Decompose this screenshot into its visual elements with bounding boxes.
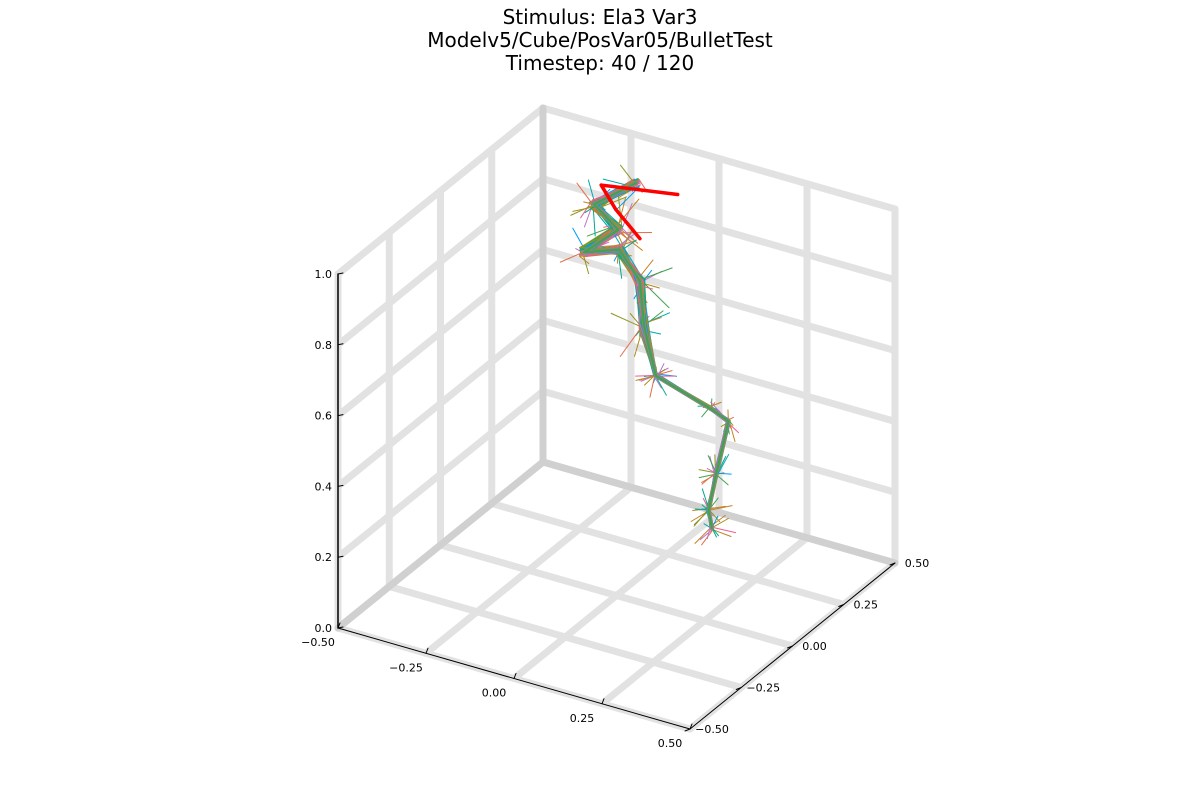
ensemble-whisker [709, 510, 721, 523]
left-gridline-z-4 [334, 175, 547, 349]
z-tick-mark [337, 272, 344, 275]
ensemble-whisker [579, 255, 590, 265]
ensemble-whisker [701, 408, 709, 418]
ensemble-whisker [712, 529, 732, 538]
ensemble-whisker [712, 529, 717, 538]
left-gridline-z-5 [334, 104, 547, 278]
left-gridline-z-1 [334, 387, 547, 561]
ensemble-whisker [713, 517, 729, 528]
z-tick-label: 0.4 [315, 480, 333, 493]
x-tick-label: −0.25 [389, 661, 423, 674]
ensemble-whisker [698, 469, 718, 474]
ensemble-whisker [699, 528, 715, 540]
back-gridline-z-3 [539, 246, 899, 355]
y-tick-mark [735, 687, 742, 690]
ensemble-whisker [576, 182, 593, 204]
ensemble-whisker [592, 207, 596, 237]
grid-layer [334, 104, 899, 733]
ensemble-whisker [618, 229, 628, 239]
ensemble-whisker [702, 498, 709, 509]
ensemble-whisker [610, 312, 645, 329]
y-tick-label: −0.25 [746, 682, 780, 695]
x-tick-label: −0.50 [301, 636, 335, 649]
z-tick-mark [337, 414, 344, 417]
y-tick-mark [684, 728, 691, 732]
x-tick-mark [337, 622, 341, 629]
y-tick-mark [787, 645, 793, 649]
chart-title: Stimulus: Ela3 Var3 Modelv5/Cube/PosVar0… [0, 6, 1200, 75]
y-tick-label: 0.00 [802, 640, 827, 653]
ensemble-whisker [701, 472, 716, 485]
x-tick-label: 0.50 [658, 737, 683, 750]
ensemble-whisker [635, 375, 655, 381]
x-tick-mark [513, 673, 517, 679]
ensemble-whisker [653, 375, 662, 389]
ensemble-whisker [709, 505, 727, 510]
ensemble-whisker [580, 199, 594, 219]
back-floor-edge [539, 458, 899, 567]
z-tick-mark [337, 484, 344, 487]
ensemble-whisker [716, 454, 730, 476]
z-tick-mark [337, 626, 344, 629]
x-tick-mark [601, 698, 605, 705]
y-tick-label: 0.25 [854, 599, 879, 612]
title-line-model-path: Modelv5/Cube/PosVar05/BulletTest [427, 28, 773, 52]
y-tick-label: −0.50 [695, 723, 729, 736]
left-gridline-z-3 [334, 246, 547, 420]
ensemble-whisker [595, 202, 624, 228]
ensemble-whisker [712, 526, 737, 534]
ensemble-whisker [570, 204, 595, 216]
back-gridline-z-2 [539, 316, 899, 425]
z-tick-mark [337, 555, 344, 558]
ensemble-whisker [583, 254, 590, 275]
y-tick-label: 0.50 [905, 557, 930, 570]
ensemble-whisker [644, 375, 655, 386]
title-line-timestep: Timestep: 40 / 120 [505, 51, 695, 75]
z-tick-label: 0.2 [315, 551, 333, 564]
y-tick-mark [838, 604, 845, 607]
ensemble-whisker [617, 226, 639, 244]
tick-layer: −0.50 −0.25 0.00 0.25 0.50 −0.50 −0.25 0.00 0.25… [301, 268, 929, 750]
ensemble-whisker [638, 267, 673, 281]
x-tick-label: 0.00 [482, 687, 507, 700]
ensemble-whisker [583, 201, 593, 205]
x-tick-label: 0.25 [570, 712, 595, 725]
ensemble-whisker [643, 283, 660, 289]
ensemble-whisker [708, 505, 733, 511]
ensemble-whisker [649, 375, 656, 398]
z-tick-mark [337, 343, 344, 346]
back-gridline-z-1 [539, 387, 899, 496]
highlighted-trajectory-line [599, 183, 680, 241]
z-tick-label: 1.0 [315, 268, 333, 281]
z-tick-label: 0.8 [315, 339, 333, 352]
ensemble-whisker [706, 527, 711, 540]
floor-gridline-y-3 [488, 500, 848, 608]
ensemble-whisker [622, 228, 634, 240]
ensemble-whisker [729, 422, 736, 442]
ensemble-whisker [641, 269, 653, 284]
title-line-stimulus: Stimulus: Ela3 Var3 [502, 5, 698, 29]
x-tick-mark [689, 723, 693, 730]
ensemble-whisker [617, 230, 643, 251]
data-layer [559, 164, 739, 546]
floor-gridline-y-2 [437, 541, 796, 650]
back-gridline-z-4 [539, 175, 899, 284]
ensemble-whisker [693, 509, 709, 527]
x-tick-mark [425, 647, 429, 654]
z-tick-label: 0.6 [315, 410, 333, 423]
ensemble-whisker [572, 227, 585, 249]
ensemble-whisker [619, 327, 641, 358]
floor-gridline-y-1 [385, 583, 745, 691]
left-floor-edge [334, 458, 547, 632]
ensemble-mean-line-overlay [583, 182, 730, 529]
z-tick-label: 0.0 [315, 622, 333, 635]
back-gridline-z-5 [539, 104, 899, 213]
y-tick-mark [889, 562, 896, 566]
left-gridline-z-2 [334, 316, 547, 490]
